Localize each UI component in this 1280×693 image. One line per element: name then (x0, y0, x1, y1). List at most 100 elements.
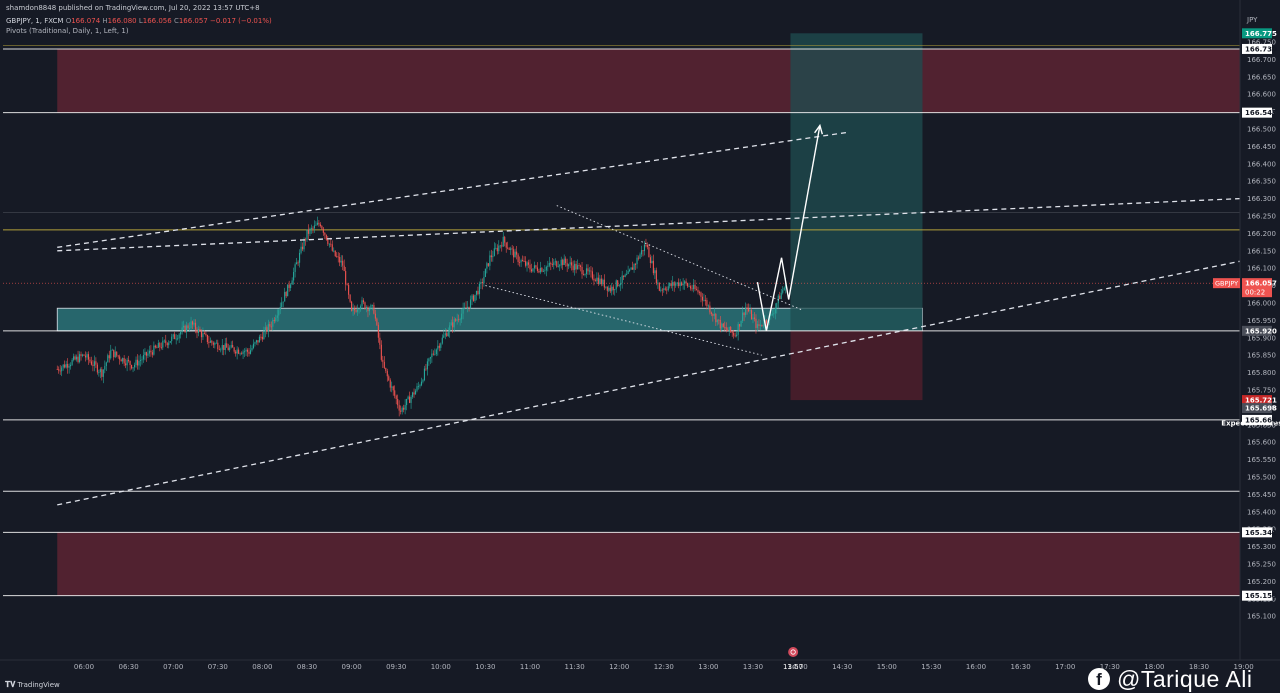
candle-body (251, 348, 253, 351)
x-tick-label: 07:00 (163, 663, 183, 671)
x-tick-label: 16:30 (1011, 663, 1031, 671)
candle-body (432, 353, 434, 355)
x-tick-label: 17:30 (1100, 663, 1120, 671)
candle-body (217, 342, 219, 350)
y-tick-label: 165.600 (1247, 439, 1276, 447)
candle-body (453, 319, 455, 328)
candle-body (428, 358, 430, 362)
candle-body (658, 282, 660, 291)
candle-body (294, 264, 296, 272)
candle-body (440, 343, 442, 348)
candle-body (190, 321, 192, 329)
candle-body (618, 285, 620, 287)
candle-body (126, 359, 128, 366)
candle-body (752, 317, 754, 320)
candle-body (670, 283, 672, 286)
candle-body (539, 267, 541, 273)
candle-body (339, 256, 341, 263)
candle-body (434, 354, 436, 355)
candle-body (640, 250, 643, 255)
price-tag-label: 166.547 (1245, 109, 1277, 117)
indicator-label[interactable]: Pivots (Traditional, Daily, 1, Left, 1) (6, 27, 129, 35)
tradingview-logo[interactable]: 𝐓𝐕 TradingView (5, 680, 60, 690)
candle-body (669, 283, 671, 287)
candle-body (742, 312, 744, 321)
candle-body (354, 308, 356, 311)
candle-body (348, 284, 350, 295)
candle-body (61, 367, 63, 372)
candle-body (241, 353, 243, 355)
candle-body (117, 355, 119, 357)
x-tick-label: 09:00 (342, 663, 362, 671)
candle-body (548, 263, 550, 266)
candle-body (310, 228, 313, 229)
candle-body (759, 324, 761, 326)
candle-body (157, 343, 159, 348)
candle-body (81, 354, 84, 356)
candle-body (417, 386, 420, 387)
y-tick-label: 166.450 (1247, 143, 1276, 151)
candle-body (740, 320, 742, 327)
candle-body (297, 262, 299, 264)
trendline-dashed (57, 197, 1241, 252)
candle-body (395, 395, 397, 399)
candle-body (422, 380, 424, 382)
candle-body (527, 262, 530, 265)
candle-body (667, 286, 669, 291)
candle-body (681, 282, 683, 286)
candle-body (177, 338, 179, 340)
candle-body (191, 321, 194, 325)
x-tick-label: 06:00 (74, 663, 94, 671)
candle-body (168, 342, 170, 346)
candle-body (541, 267, 543, 272)
candle-body (233, 347, 235, 352)
candle-body (89, 359, 91, 362)
price-tag (1242, 325, 1272, 336)
candle-body (370, 305, 372, 309)
candle-body (287, 284, 289, 297)
x-tick-label: 06:30 (119, 663, 139, 671)
price-tag-label: 166.775 (1245, 30, 1277, 38)
candle-body (559, 265, 561, 267)
y-tick-label: 166.500 (1247, 126, 1276, 134)
candle-body (612, 286, 614, 291)
candle-body (733, 332, 735, 336)
candle-body (325, 234, 327, 240)
candle-body (731, 331, 733, 333)
candle-body (169, 341, 171, 343)
candle-body (199, 329, 201, 332)
candle-body (62, 364, 64, 368)
candle-body (682, 283, 684, 286)
price-tag (1242, 414, 1272, 425)
candle-body (523, 260, 525, 262)
symbol-label[interactable]: GBPJPY, 1, FXCM (6, 17, 64, 25)
candle-body (148, 350, 150, 354)
candle-body (747, 308, 750, 312)
candle-body (465, 307, 467, 309)
candle-body (275, 317, 277, 322)
candle-body (584, 274, 586, 275)
candle-body (235, 351, 237, 354)
low-value: 166.056 (142, 17, 172, 25)
candle-body (730, 326, 732, 332)
candle-body (202, 333, 204, 338)
projection-path (756, 125, 821, 331)
candle-body (692, 284, 695, 290)
candle-body (684, 281, 686, 284)
candle-body (136, 359, 139, 366)
candle-body (113, 349, 115, 358)
candle-body (379, 337, 381, 345)
candle-body (452, 322, 454, 328)
candle-body (376, 318, 378, 325)
candle-body (532, 268, 534, 272)
position-stop-area (790, 330, 923, 401)
candle-body (425, 368, 427, 370)
candle-body (636, 257, 638, 265)
candle-body (226, 343, 228, 348)
candle-body (359, 306, 362, 310)
candle-body (181, 327, 183, 333)
candle-body (351, 301, 353, 311)
candle-body (706, 300, 708, 307)
price-tag (1242, 527, 1272, 538)
